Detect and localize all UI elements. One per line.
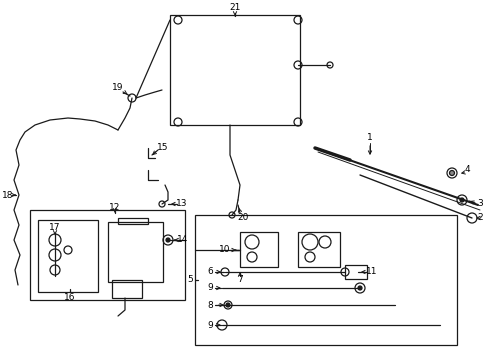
Text: 19: 19 bbox=[112, 84, 123, 93]
Circle shape bbox=[165, 238, 170, 242]
Text: 4: 4 bbox=[463, 166, 469, 175]
Text: 21: 21 bbox=[229, 4, 240, 13]
Text: 9: 9 bbox=[207, 320, 212, 329]
Circle shape bbox=[459, 198, 463, 202]
Bar bbox=[195, 215, 456, 345]
Bar bbox=[345, 265, 366, 279]
Bar bbox=[108, 222, 163, 282]
Bar bbox=[38, 220, 98, 292]
Text: 17: 17 bbox=[49, 224, 61, 233]
Text: 2: 2 bbox=[476, 213, 482, 222]
Text: 5: 5 bbox=[187, 275, 192, 284]
Text: 18: 18 bbox=[2, 190, 14, 199]
Text: 1: 1 bbox=[366, 134, 372, 143]
Circle shape bbox=[357, 286, 361, 290]
Bar bbox=[112, 280, 142, 298]
Circle shape bbox=[225, 303, 229, 307]
Bar bbox=[297, 232, 339, 267]
Text: 7: 7 bbox=[237, 274, 243, 284]
Text: 3: 3 bbox=[476, 198, 482, 207]
Bar bbox=[118, 218, 148, 224]
Text: 6: 6 bbox=[207, 267, 212, 276]
Bar bbox=[170, 15, 299, 125]
Text: 15: 15 bbox=[157, 144, 168, 153]
Text: 14: 14 bbox=[177, 235, 188, 244]
Text: 20: 20 bbox=[237, 213, 248, 222]
Text: 8: 8 bbox=[207, 301, 212, 310]
Bar bbox=[240, 232, 278, 267]
Text: 13: 13 bbox=[176, 199, 187, 208]
Text: 11: 11 bbox=[366, 267, 377, 276]
Text: 16: 16 bbox=[64, 292, 76, 302]
Text: 10: 10 bbox=[219, 246, 230, 255]
Text: 12: 12 bbox=[109, 202, 121, 211]
Circle shape bbox=[448, 171, 453, 175]
Bar bbox=[30, 210, 184, 300]
Text: 9: 9 bbox=[207, 284, 212, 292]
